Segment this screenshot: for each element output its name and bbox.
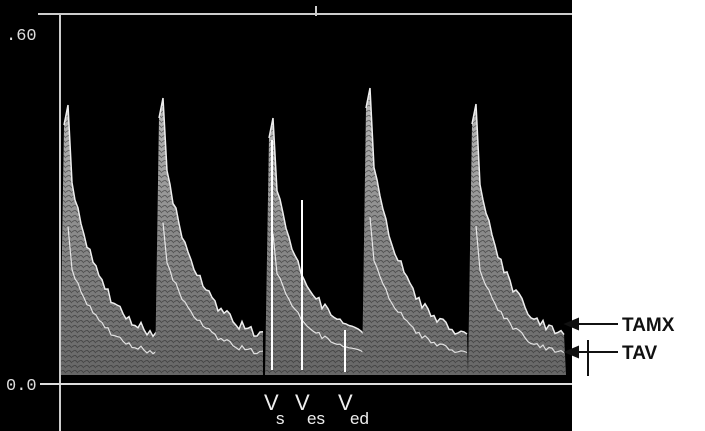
axis-bottom-label: 0.0 (6, 377, 37, 396)
waveform-part (268, 117, 368, 336)
marker-lines (271, 140, 346, 372)
waveform-part (475, 225, 565, 354)
waveform-part (265, 118, 369, 375)
marker-sub: ed (350, 409, 369, 428)
axis-top-label: .60 (6, 27, 37, 46)
spectral-waveform (60, 87, 566, 375)
waveform-part (362, 88, 468, 375)
waveform-part (67, 226, 160, 355)
annotation-label: TAMX (622, 315, 675, 336)
annotation-arrows (563, 317, 618, 376)
waveform-part (365, 87, 468, 336)
marker-sub: s (276, 409, 285, 428)
marker-v: V (295, 390, 310, 415)
marker-v: V (264, 390, 279, 415)
waveform-part (155, 98, 263, 375)
waveform-part (63, 104, 160, 338)
marker-v: V (338, 390, 353, 415)
waveform-part (158, 97, 264, 337)
waveform-part (471, 103, 565, 336)
annotation-label: TAV (622, 343, 658, 364)
marker-sub: es (307, 409, 325, 428)
waveform-part (468, 104, 566, 375)
waveform-part (162, 222, 264, 355)
waveform-part (272, 233, 368, 354)
waveform-part (60, 105, 160, 375)
waveform-part (369, 217, 468, 354)
